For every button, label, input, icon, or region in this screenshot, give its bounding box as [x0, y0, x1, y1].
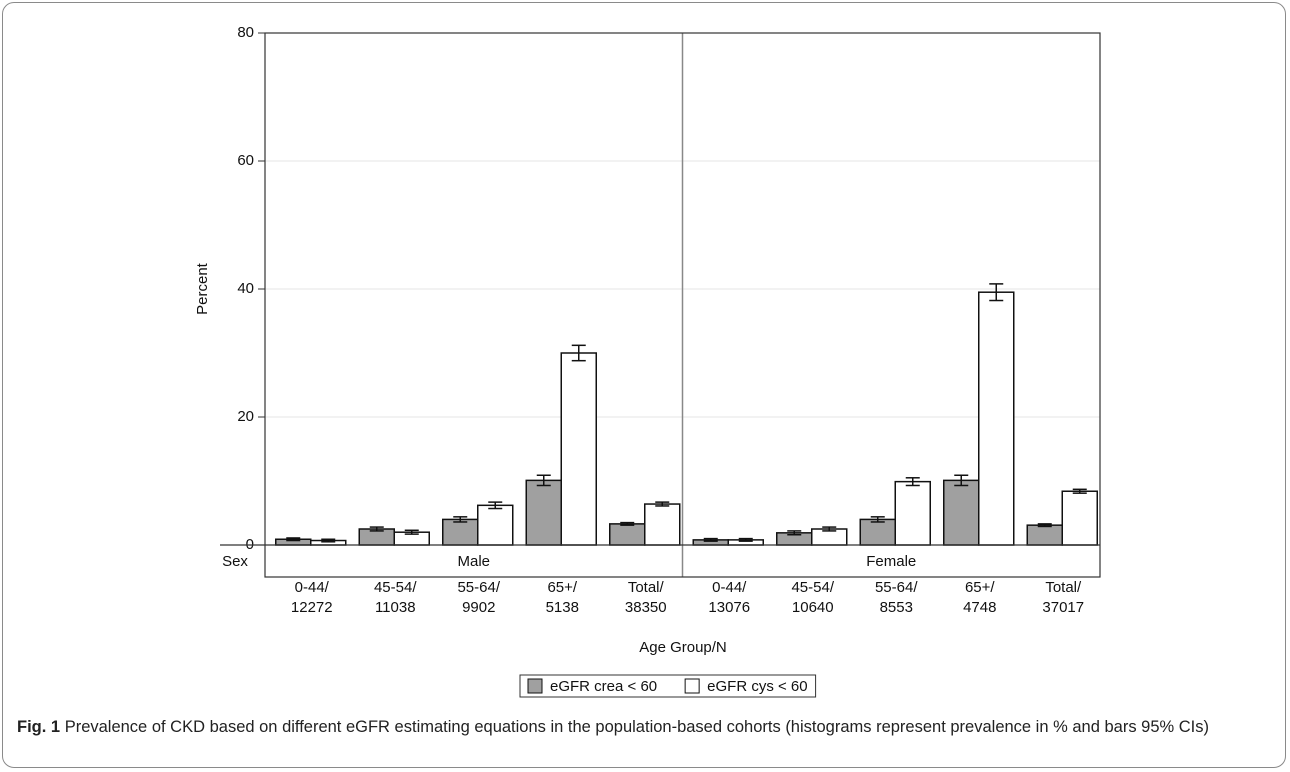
error-bar: [822, 526, 837, 532]
x-tick-label: 9902: [462, 599, 495, 616]
x-tick-label: 11038: [375, 599, 416, 616]
plot-frame: [264, 32, 1101, 578]
error-bar: [620, 521, 635, 526]
error-bar: [404, 529, 419, 535]
error-bar: [703, 537, 718, 542]
error-bar: [369, 526, 384, 532]
legend-box: [519, 674, 817, 698]
x-tick-label: 45-54/: [791, 579, 834, 596]
bar: [560, 352, 597, 546]
facet-label: Sex: [222, 553, 248, 570]
x-tick-label: 55-64/: [875, 579, 918, 596]
x-tick-label: 5138: [546, 599, 579, 616]
y-axis-label: Percent: [194, 262, 211, 315]
error-bar: [989, 283, 1004, 302]
error-bar: [488, 501, 503, 510]
y-tick-label: 20: [237, 408, 254, 425]
facet-name: Female: [866, 553, 916, 570]
bar: [442, 518, 479, 546]
x-tick-label: 37017: [1042, 599, 1084, 616]
x-tick-label: 65+/: [965, 579, 995, 596]
y-tick-label: 60: [237, 152, 254, 169]
bar: [644, 503, 681, 546]
bar: [859, 518, 896, 546]
bar: [943, 479, 980, 546]
bar: [1026, 524, 1063, 546]
caption: Fig. 1 Prevalence of CKD based on differ…: [17, 716, 1279, 738]
error-bar: [321, 538, 336, 543]
x-tick-label: 45-54/: [374, 579, 417, 596]
error-bar: [453, 516, 468, 523]
y-tick-label: 40: [237, 280, 254, 297]
error-bar: [1037, 523, 1052, 528]
x-tick-label: 4748: [963, 599, 996, 616]
error-bar: [954, 474, 969, 487]
error-bar: [286, 537, 301, 542]
error-bar: [787, 530, 802, 536]
legend-swatch: [527, 678, 543, 694]
error-bar: [1072, 488, 1087, 494]
x-tick-label: 13076: [708, 599, 750, 616]
x-tick-label: 8553: [880, 599, 913, 616]
error-bar: [655, 501, 670, 507]
x-axis-label: Age Group/N: [639, 639, 727, 656]
error-bar: [738, 537, 753, 542]
bar: [894, 480, 931, 546]
legend-swatch: [684, 678, 700, 694]
x-tick-label: 0-44/: [295, 579, 330, 596]
bar: [477, 504, 514, 546]
x-tick-label: 65+/: [547, 579, 577, 596]
error-bar: [536, 474, 551, 487]
error-bar: [571, 344, 586, 362]
error-bar: [870, 516, 885, 523]
legend-label: eGFR crea < 60: [550, 678, 657, 695]
error-bar: [905, 477, 920, 487]
x-tick-label: Total/: [628, 579, 665, 596]
y-tick-label: 80: [237, 24, 254, 41]
bar: [609, 523, 646, 546]
bar: [525, 479, 562, 546]
legend-label: eGFR cys < 60: [707, 678, 807, 695]
x-tick-label: Total/: [1045, 579, 1082, 596]
facet-name: Male: [457, 553, 490, 570]
caption-text: Prevalence of CKD based on different eGF…: [64, 718, 1210, 736]
x-tick-label: 55-64/: [457, 579, 500, 596]
x-tick-label: 10640: [792, 599, 834, 616]
bar: [978, 291, 1015, 546]
x-tick-label: 38350: [625, 599, 667, 616]
chart: Percent Age Group/N Sex 020406080MaleFem…: [194, 24, 1101, 698]
bar: [1061, 490, 1098, 546]
x-tick-label: 0-44/: [712, 579, 747, 596]
caption-label: Fig. 1: [17, 718, 61, 736]
x-tick-label: 12272: [291, 599, 333, 616]
